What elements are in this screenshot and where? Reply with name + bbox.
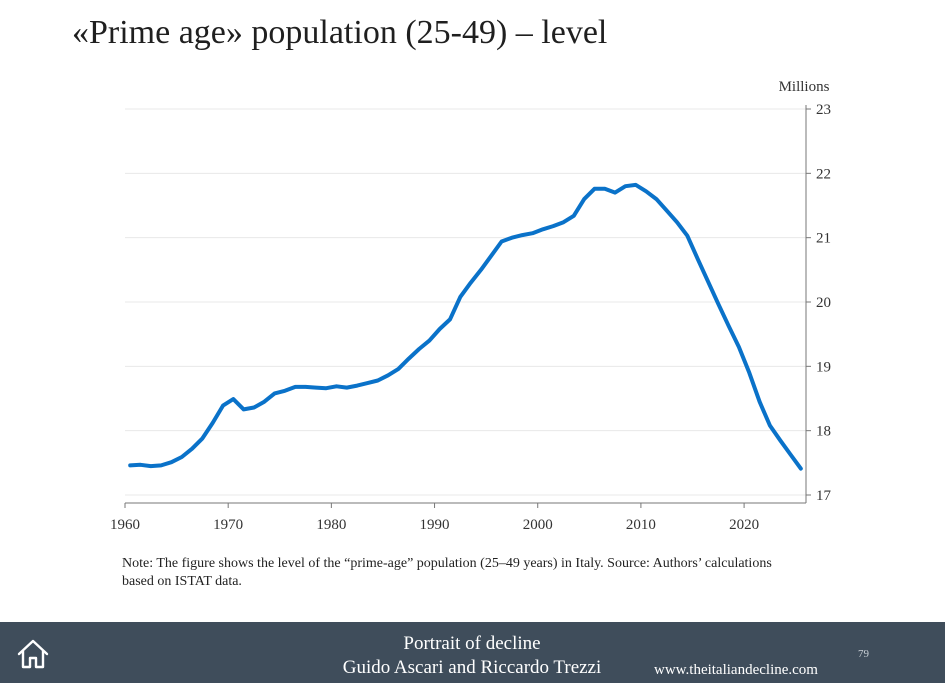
gridlines	[125, 108, 806, 496]
footer-bar: Portrait of decline Guido Ascari and Ric…	[0, 622, 945, 683]
line-chart: 1960 1970 1980 1990 2000 2010 2020 17 18 19 20 21 2…	[110, 79, 832, 533]
x-tick-label-1960: 1960	[110, 517, 140, 533]
slide-title: «Prime age» population (25-49) – level	[72, 14, 608, 51]
x-tick-label-2020: 2020	[729, 517, 759, 533]
x-tick-label-1990: 1990	[420, 517, 450, 533]
x-axis-ticks: 1960 1970 1980 1990 2000 2010 2020	[110, 503, 759, 533]
y-tick-label-22: 22	[816, 166, 831, 182]
footer-authors: Guido Ascari and Riccardo Trezzi	[342, 657, 602, 678]
y-axis-unit-label: Millions	[779, 79, 830, 95]
y-tick-label-20: 20	[816, 295, 831, 311]
chart-note: Note: The figure shows the level of the …	[122, 556, 772, 589]
x-tick-label-1970: 1970	[213, 517, 243, 533]
page-number: 79	[858, 648, 869, 660]
y-tick-label-23: 23	[816, 102, 831, 118]
x-tick-label-2010: 2010	[626, 517, 656, 533]
y-tick-label-21: 21	[816, 231, 831, 247]
population-series-line	[128, 182, 803, 471]
y-axis-ticks: 17 18 19 20 21 22 23	[806, 102, 832, 504]
x-tick-label-2000: 2000	[523, 517, 553, 533]
home-icon[interactable]	[16, 637, 50, 671]
footer-website-link[interactable]: www.theitaliandecline.com	[654, 662, 818, 678]
y-tick-label-18: 18	[816, 424, 831, 440]
y-tick-label-17: 17	[816, 488, 832, 504]
x-tick-label-1980: 1980	[316, 517, 346, 533]
y-tick-label-19: 19	[816, 359, 831, 375]
footer-book-title: Portrait of decline	[403, 633, 541, 654]
